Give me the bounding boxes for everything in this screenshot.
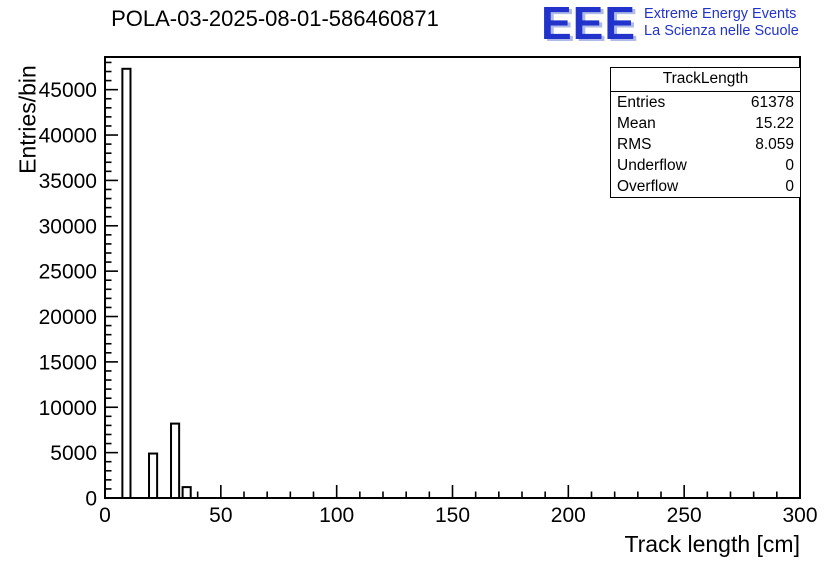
- tick-label: 0: [99, 504, 111, 527]
- stats-label: RMS: [617, 135, 652, 153]
- histogram-bar: [170, 422, 181, 499]
- stats-value: 0: [785, 156, 794, 174]
- tick-label: 30000: [39, 215, 97, 238]
- tick-label: 5000: [50, 442, 97, 465]
- eee-logo: EEE Extreme Energy Events La Scienza nel…: [541, 0, 799, 49]
- logo-subtitle-2: La Scienza nelle Scuole: [644, 22, 799, 39]
- stats-row-entries: Entries 61378: [611, 92, 800, 113]
- histogram-bar: [181, 486, 192, 500]
- tick-label: 40000: [39, 125, 97, 148]
- tick-label: 0: [85, 488, 97, 511]
- y-axis-title: Entries/bin: [14, 65, 41, 174]
- tick-label: 25000: [39, 261, 97, 284]
- stats-label: Underflow: [617, 156, 687, 174]
- tick-label: 50: [209, 504, 232, 527]
- tick-label: 10000: [39, 397, 97, 420]
- stats-value: 8.059: [755, 135, 794, 153]
- stats-row-overflow: Overflow 0: [611, 176, 800, 197]
- stats-label: Overflow: [617, 177, 679, 195]
- tick-label: 300: [782, 504, 817, 527]
- tick-label: 15000: [39, 351, 97, 374]
- histogram-bar: [121, 67, 132, 499]
- stats-row-underflow: Underflow 0: [611, 155, 800, 176]
- plot-title: POLA-03-2025-08-01-586460871: [111, 6, 439, 31]
- stats-row-rms: RMS 8.059: [611, 134, 800, 155]
- stats-box: TrackLength Entries 61378 Mean 15.22 RMS…: [610, 67, 801, 198]
- tick-label: 100: [319, 504, 354, 527]
- tick-label: 20000: [39, 306, 97, 329]
- tick-label: 250: [667, 504, 702, 527]
- stats-label: Entries: [617, 93, 666, 111]
- tick-label: 200: [551, 504, 586, 527]
- tick-label: 45000: [39, 79, 97, 102]
- tick-label: 150: [435, 504, 470, 527]
- stats-label: Mean: [617, 114, 656, 132]
- stats-value: 15.22: [755, 114, 794, 132]
- logo-subtitle-1: Extreme Energy Events: [644, 6, 797, 22]
- tick-label: 35000: [39, 170, 97, 193]
- stats-row-mean: Mean 15.22: [611, 113, 800, 134]
- histogram-bar: [148, 452, 159, 500]
- stats-title: TrackLength: [611, 68, 800, 92]
- stats-value: 0: [785, 177, 794, 195]
- x-axis-title: Track length [cm]: [624, 531, 800, 557]
- stats-value: 61378: [750, 93, 794, 111]
- eee-logo-text: EEE: [541, 0, 637, 49]
- eee-logo-subtitles: Extreme Energy Events La Scienza nelle S…: [644, 2, 799, 39]
